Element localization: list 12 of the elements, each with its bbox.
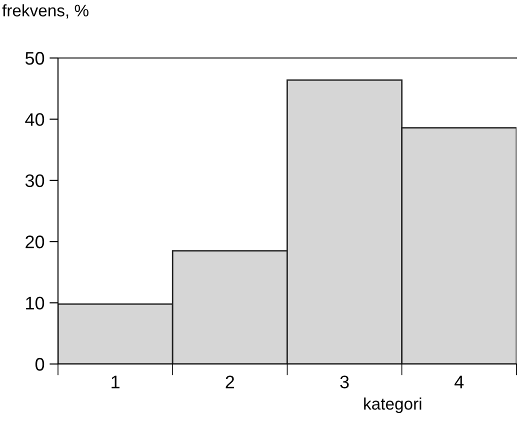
x-tick-label: 4 xyxy=(454,376,464,388)
y-tick-label: 50 xyxy=(25,52,44,65)
x-tick-label: 1 xyxy=(112,376,120,388)
x-tick-label: 3 xyxy=(340,376,349,388)
y-tick-label: 40 xyxy=(25,113,44,126)
x-tick-label: 2 xyxy=(226,376,234,388)
y-tick-label: 10 xyxy=(26,296,44,310)
y-axis-title: frekvens, % xyxy=(2,4,88,18)
y-tick-label: 20 xyxy=(26,236,44,248)
y-tick-label: 0 xyxy=(35,358,44,371)
x-axis-title: kategori xyxy=(364,398,422,414)
y-tick-label: 30 xyxy=(25,174,44,188)
